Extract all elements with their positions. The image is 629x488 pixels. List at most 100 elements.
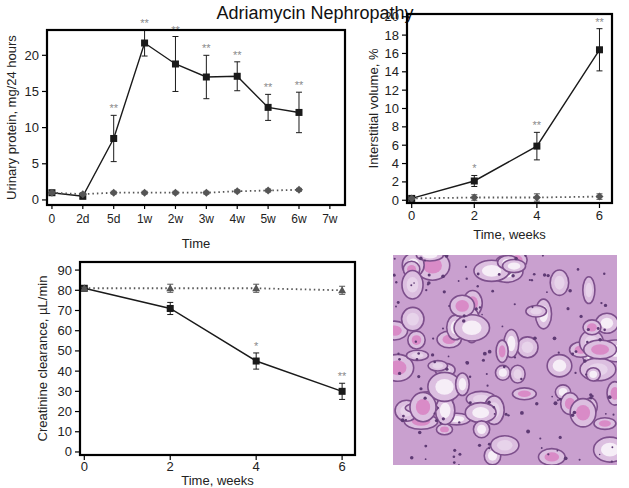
nucleus [511, 274, 514, 277]
y-tick [75, 391, 80, 392]
series-line [84, 288, 342, 391]
data-area [408, 29, 604, 203]
tubule [465, 403, 496, 423]
y-tick-label: 5 [32, 156, 39, 171]
tubule [570, 399, 596, 427]
nucleus [586, 341, 589, 344]
error-bar [111, 115, 117, 161]
y-tick [402, 200, 407, 201]
y-tick [75, 310, 80, 311]
error-cap [203, 55, 209, 56]
nucleus [600, 302, 602, 304]
marker-diamond [533, 193, 541, 201]
x-tick-label: 3w [199, 212, 215, 226]
x-tick [206, 205, 207, 209]
nucleus [574, 372, 576, 374]
tubule [410, 392, 436, 421]
error-cap [111, 161, 117, 162]
nucleus [571, 414, 575, 418]
marker-triangle [252, 284, 260, 291]
series-line [52, 43, 299, 196]
nucleus [465, 266, 467, 268]
nucleus [448, 305, 450, 307]
nucleus [599, 454, 601, 456]
tubule [580, 358, 616, 381]
nucleus [419, 387, 422, 390]
significance-mark: ** [533, 119, 542, 131]
nucleus [444, 255, 448, 258]
error-cap [296, 132, 302, 133]
y-tick-label: 80 [58, 283, 72, 298]
nucleus [494, 413, 496, 415]
nucleus [463, 314, 466, 317]
nucleus [547, 453, 549, 455]
lumen [416, 399, 430, 415]
nucleus [481, 314, 483, 316]
y-tick-label: 0 [392, 193, 399, 208]
background [0, 0, 629, 488]
nucleus [557, 450, 559, 452]
error-cap [203, 98, 209, 99]
marker-square [253, 358, 260, 365]
error-cap [596, 28, 602, 29]
series-line [412, 50, 600, 199]
annotations: ************** [109, 17, 304, 114]
nucleus [557, 399, 559, 401]
x-tick-label: 0 [81, 459, 88, 474]
x-tick-label: 5w [260, 212, 276, 226]
nucleus [405, 419, 407, 421]
annotations: ***** [472, 16, 604, 175]
nucleus [423, 396, 426, 399]
lumen [601, 318, 613, 329]
nucleus [571, 353, 574, 356]
y-tick-label: 0 [32, 192, 39, 207]
histology-background [393, 255, 617, 465]
tubule [586, 368, 600, 381]
lumen [611, 387, 617, 400]
marker-square [408, 195, 415, 202]
nucleus [448, 356, 450, 358]
tubule [547, 355, 572, 377]
tubule [454, 315, 489, 341]
x-tick-label: 2d [76, 212, 89, 226]
marker-diamond [48, 189, 56, 197]
marker-diamond [233, 187, 241, 195]
marker-square [295, 109, 302, 116]
y-tick-label: 90 [58, 263, 72, 278]
tubule [402, 307, 424, 330]
error-bar [172, 37, 178, 92]
nucleus [482, 359, 485, 362]
error-cap [172, 91, 178, 92]
y-tick [402, 16, 407, 17]
nucleus [458, 280, 460, 282]
y-tick-label: 0 [65, 444, 72, 459]
y-tick-label: 10 [385, 101, 399, 116]
x-tick-label: 4 [253, 459, 260, 474]
tubule [550, 270, 568, 295]
x-axis-label: Time, weeks [473, 227, 546, 242]
nucleus [479, 306, 481, 308]
y-tick-label: 30 [58, 384, 72, 399]
significance-mark: * [254, 340, 259, 352]
nucleus [416, 358, 419, 361]
data-area [80, 284, 346, 399]
lumen [518, 391, 531, 398]
x-tick-label: 6 [338, 459, 345, 474]
tubule [496, 340, 508, 362]
y-tick [75, 350, 80, 351]
y-tick-label: 20 [25, 48, 39, 63]
nucleus [458, 453, 461, 456]
series-line [84, 288, 342, 290]
x-tick [51, 205, 52, 209]
marker-triangle [166, 284, 174, 291]
nucleus [441, 274, 445, 278]
nucleus [424, 445, 427, 448]
tubule [428, 361, 448, 371]
lumen [531, 308, 542, 314]
error-cap [534, 159, 540, 160]
nucleus [587, 328, 590, 331]
error-bar [167, 284, 173, 292]
marker-diamond [470, 193, 478, 201]
y-axis-label: Urinary protein, mg/24 hours [4, 35, 19, 200]
nucleus [431, 353, 434, 356]
